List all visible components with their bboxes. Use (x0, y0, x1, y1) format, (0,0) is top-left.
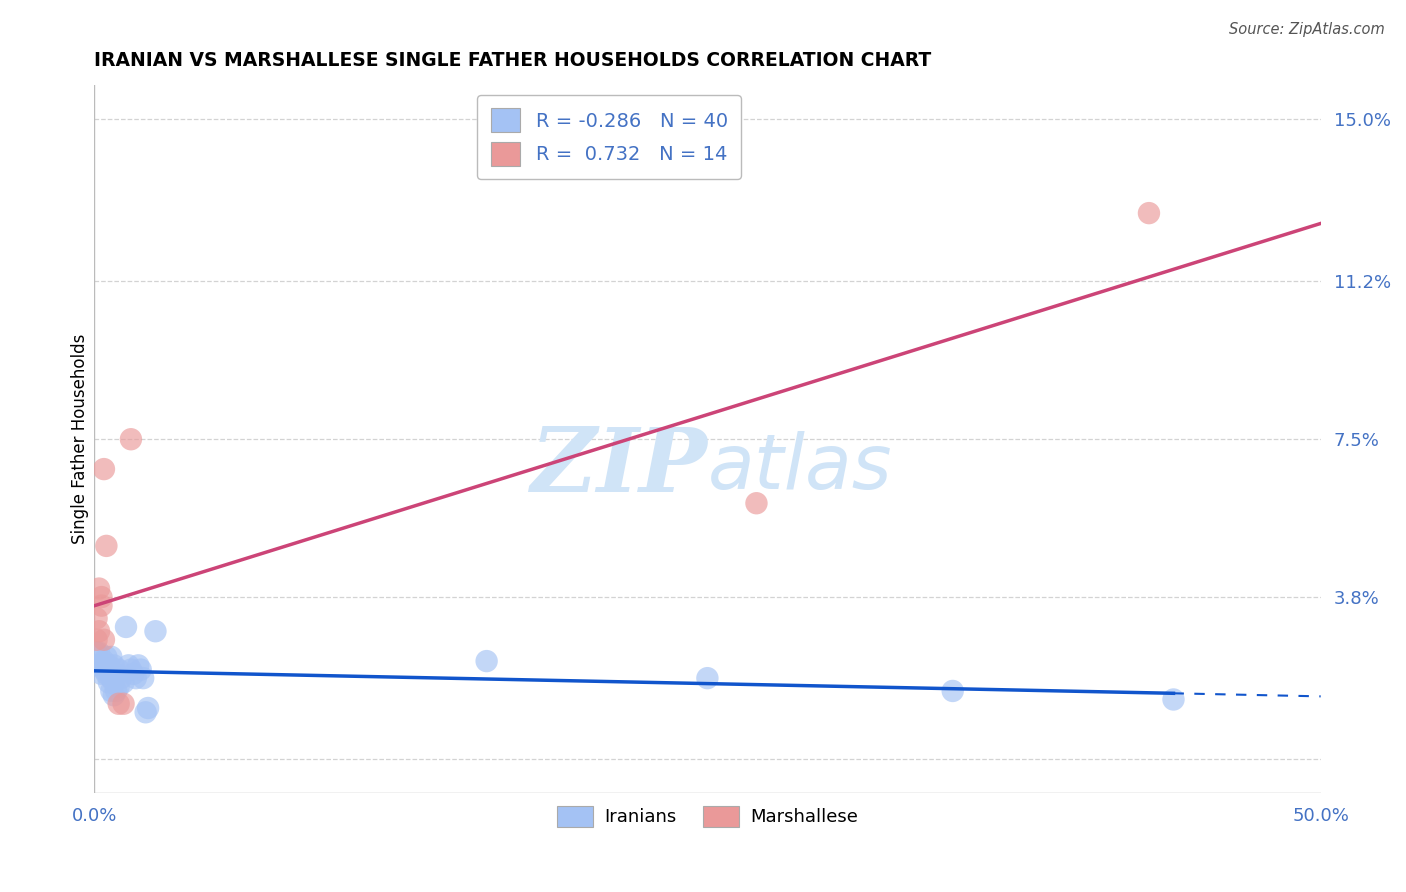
Point (1163, 692, 1185, 706)
Point (107, 663, 129, 677)
Point (112, 697, 135, 711)
Point (145, 624, 167, 639)
Point (87, 658, 110, 673)
Point (90, 590, 112, 604)
Point (103, 675, 125, 690)
Point (475, 654, 498, 668)
Point (93, 462, 115, 476)
Point (117, 658, 139, 673)
Point (87, 582, 110, 596)
Text: atlas: atlas (707, 431, 891, 505)
Point (696, 671, 718, 685)
Point (90, 666, 112, 681)
Point (97, 663, 120, 677)
Text: ZIP: ZIP (531, 425, 707, 511)
Point (745, 496, 768, 510)
Point (96, 658, 118, 673)
Point (97, 658, 120, 673)
Point (127, 658, 149, 673)
Point (122, 666, 145, 681)
Point (100, 671, 122, 685)
Point (100, 649, 122, 664)
Point (86, 646, 108, 660)
Point (120, 432, 142, 446)
Point (105, 666, 128, 681)
Legend: Iranians, Marshallese: Iranians, Marshallese (550, 798, 865, 834)
Point (86, 632, 108, 647)
Point (135, 706, 157, 720)
Text: Source: ZipAtlas.com: Source: ZipAtlas.com (1229, 22, 1385, 37)
Point (93, 632, 115, 647)
Point (90, 599, 112, 613)
Y-axis label: Single Father Households: Single Father Households (72, 334, 89, 544)
Point (120, 663, 142, 677)
Point (87, 624, 110, 639)
Point (97, 675, 120, 690)
Point (115, 620, 138, 634)
Point (90, 658, 112, 673)
Point (129, 663, 152, 677)
Point (86, 611, 108, 625)
Point (93, 654, 115, 668)
Point (87, 646, 110, 660)
Point (93, 663, 115, 677)
Point (96, 666, 118, 681)
Point (107, 680, 129, 694)
Point (112, 675, 135, 690)
Point (136, 701, 159, 715)
Point (100, 684, 122, 698)
Point (107, 697, 129, 711)
Point (105, 684, 128, 698)
Point (132, 671, 155, 685)
Point (103, 658, 125, 673)
Point (103, 688, 125, 702)
Text: IRANIAN VS MARSHALLESE SINGLE FATHER HOUSEHOLDS CORRELATION CHART: IRANIAN VS MARSHALLESE SINGLE FATHER HOU… (94, 51, 931, 70)
Point (96, 649, 118, 664)
Point (125, 671, 148, 685)
Point (942, 684, 965, 698)
Point (96, 539, 118, 553)
Point (110, 671, 132, 685)
Point (1137, 206, 1160, 220)
